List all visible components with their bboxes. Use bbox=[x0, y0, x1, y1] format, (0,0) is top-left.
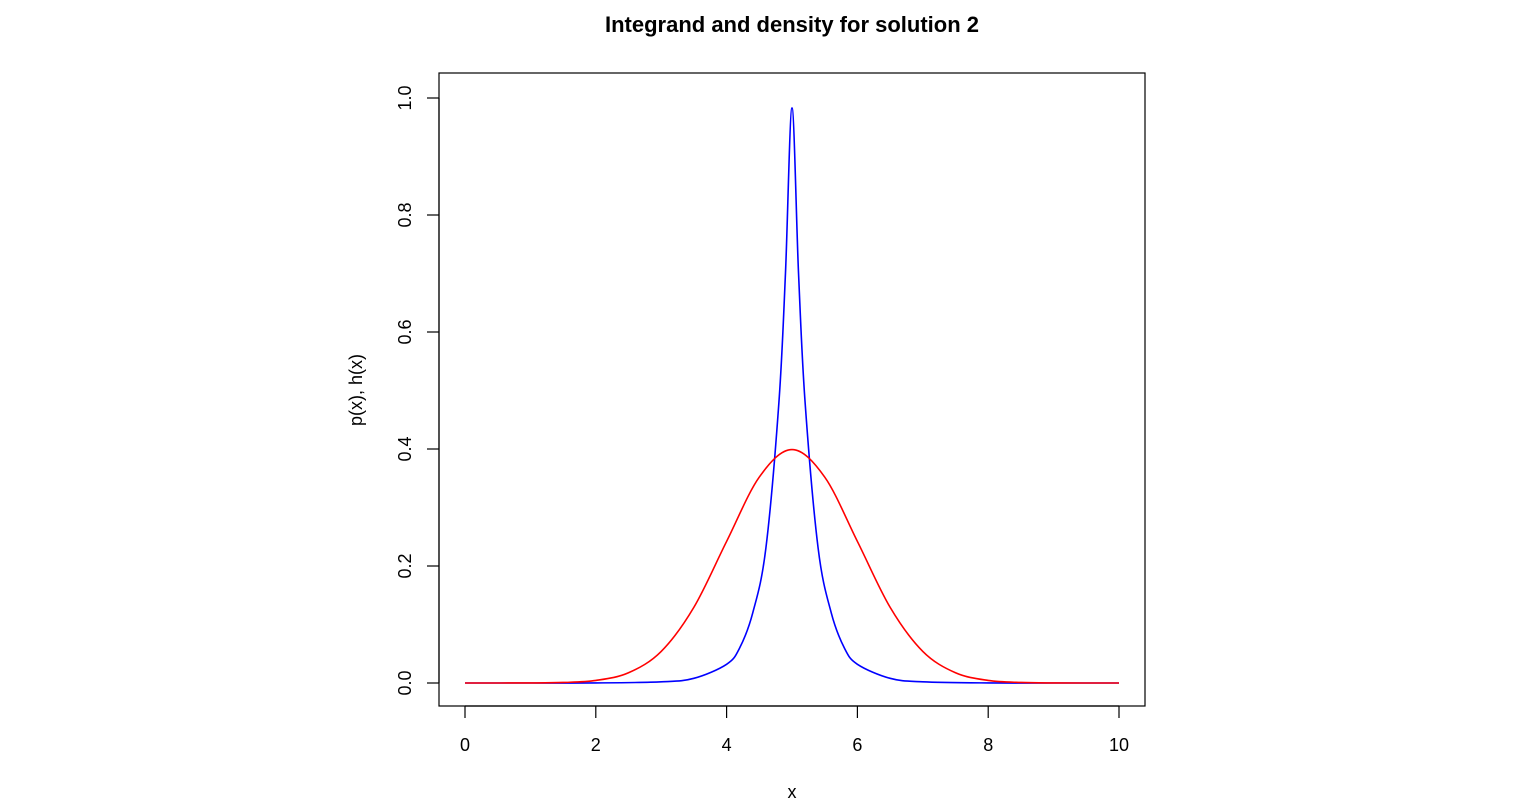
chart-title: Integrand and density for solution 2 bbox=[605, 12, 979, 37]
y-axis-label: p(x), h(x) bbox=[346, 354, 366, 426]
y-axis: 0.0 0.2 0.4 0.6 0.8 1.0 bbox=[395, 85, 440, 696]
y-tick-label: 0.4 bbox=[395, 436, 415, 461]
x-tick-label: 0 bbox=[460, 735, 470, 755]
x-axis-label: x bbox=[788, 782, 797, 800]
x-tick-label: 4 bbox=[722, 735, 732, 755]
x-tick-label: 8 bbox=[983, 735, 993, 755]
x-tick-label: 10 bbox=[1109, 735, 1129, 755]
x-tick-label: 6 bbox=[852, 735, 862, 755]
plot-frame bbox=[438, 72, 1146, 707]
series-line-2 bbox=[464, 448, 1120, 684]
y-tick-label: 1.0 bbox=[395, 85, 415, 110]
y-tick-label: 0.2 bbox=[395, 553, 415, 578]
y-tick-label: 0.6 bbox=[395, 319, 415, 344]
y-tick-label: 0.0 bbox=[395, 670, 415, 695]
series-line-1 bbox=[464, 107, 1120, 684]
x-tick-label: 2 bbox=[591, 735, 601, 755]
y-tick-label: 0.8 bbox=[395, 202, 415, 227]
x-axis: 0 2 4 6 8 10 bbox=[460, 705, 1129, 755]
series-layer bbox=[464, 107, 1120, 684]
